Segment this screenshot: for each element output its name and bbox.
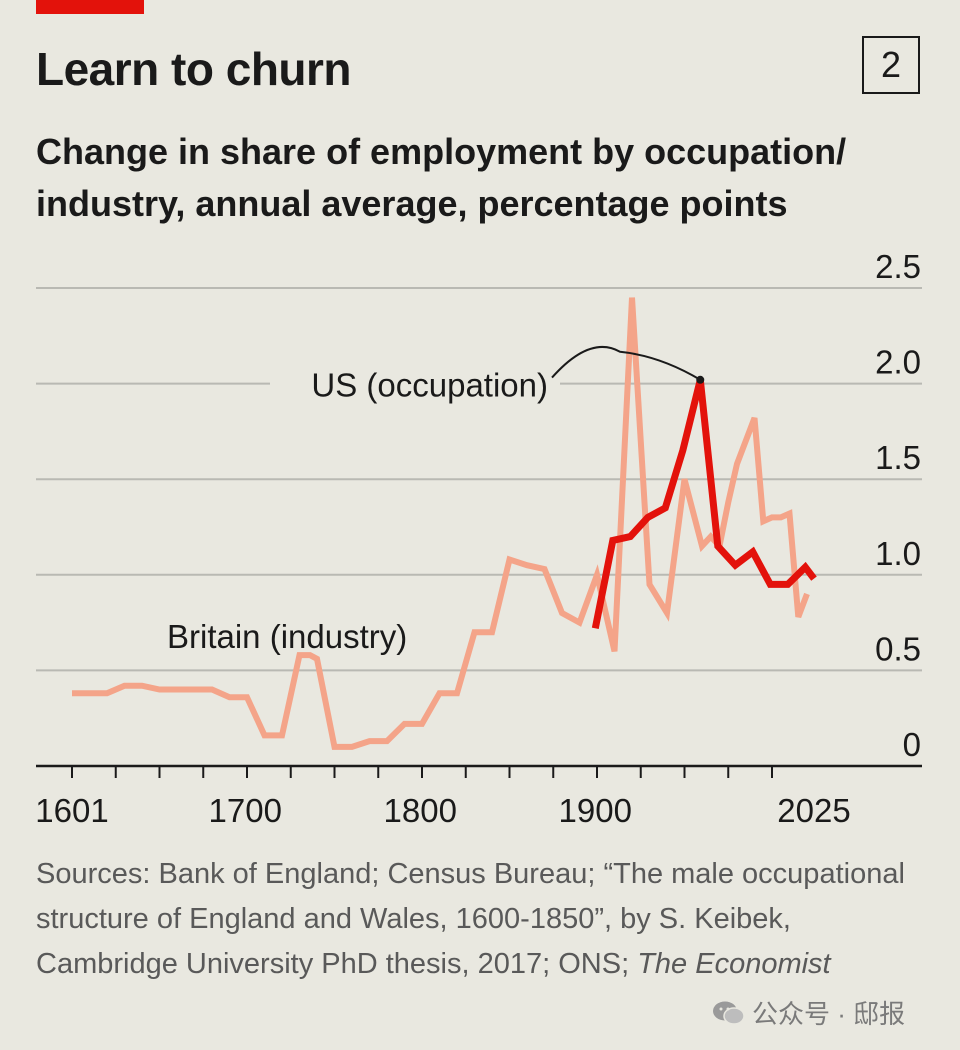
watermark: 公众号 · 邸报 xyxy=(712,994,905,1031)
y-tick-label: 0 xyxy=(903,726,921,763)
series-line-us-occupation xyxy=(591,378,817,629)
brand-red-tag xyxy=(36,0,144,14)
y-tick-label: 2.0 xyxy=(875,344,921,381)
y-tick-label: 1.0 xyxy=(875,535,921,572)
grid-layer: 2.5 2.0 1.5 1.0 0.5 0 xyxy=(36,248,922,763)
x-axis: 1601 1700 1800 1900 2025 xyxy=(35,764,922,829)
series-layer xyxy=(72,297,817,750)
source-publisher: The Economist xyxy=(637,948,831,980)
x-tick-label: 1700 xyxy=(209,792,282,829)
y-tick-label: 2.5 xyxy=(875,248,921,285)
series-line-britain-industry xyxy=(72,297,810,750)
annotation-layer: US (occupation) Britain (industry) xyxy=(167,345,705,655)
series-label-britain: Britain (industry) xyxy=(167,618,407,655)
wechat-icon xyxy=(713,1001,745,1025)
x-tick-label: 2025 xyxy=(777,792,850,829)
leader-dot xyxy=(696,375,705,384)
watermark-text: 公众号 · 邸报 xyxy=(752,999,906,1029)
chart-subtitle: Change in share of employment by occupat… xyxy=(36,131,847,224)
source-note: Sources: Bank of England; Census Bureau;… xyxy=(36,852,916,987)
chart-title: Learn to churn xyxy=(36,43,352,95)
line-chart: 2.5 2.0 1.5 1.0 0.5 0 US (occupation) Britain … xyxy=(35,248,922,829)
y-tick-label: 1.5 xyxy=(875,439,921,476)
x-tick-label: 1800 xyxy=(384,792,457,829)
x-tick-label: 1900 xyxy=(559,792,632,829)
x-tick-label: 1601 xyxy=(35,792,108,829)
source-text: Sources: Bank of England; Census Bureau;… xyxy=(36,858,905,980)
y-tick-label: 0.5 xyxy=(875,630,921,667)
series-label-us: US (occupation) xyxy=(311,367,548,404)
chart-number-badge: 2 xyxy=(862,36,920,94)
leader-line xyxy=(551,345,701,381)
